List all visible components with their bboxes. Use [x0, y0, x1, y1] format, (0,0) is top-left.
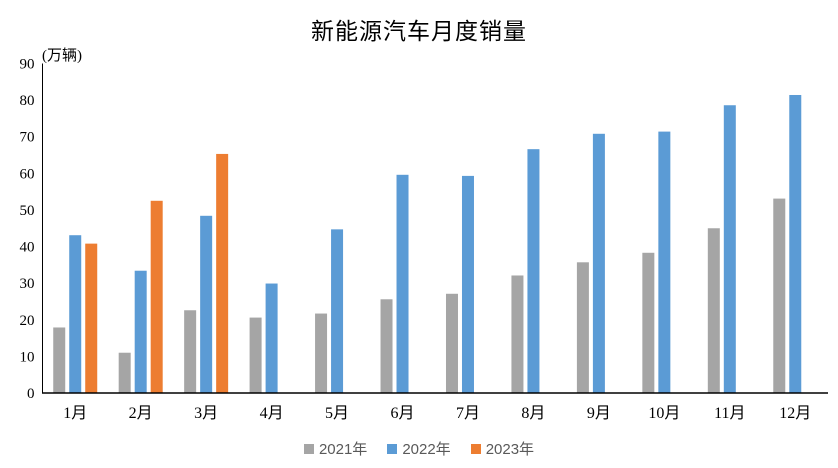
- x-axis-label-12月: 12月: [779, 405, 811, 422]
- bar-2023年-2月: [150, 200, 163, 393]
- bar-2021年-12月: [773, 198, 786, 393]
- y-axis-unit-label: (万辆): [42, 48, 82, 64]
- legend-item-2021: 2021年: [303, 438, 368, 459]
- x-axis-label-1月: 1月: [63, 405, 87, 422]
- legend-item-2022: 2022年: [387, 438, 451, 459]
- legend-swatch-2021-icon: [303, 443, 314, 454]
- x-axis-label-6月: 6月: [391, 405, 415, 422]
- bar-2021年-1月: [53, 327, 66, 393]
- y-tick-label-30: 30: [20, 276, 35, 292]
- bar-2023年-3月: [216, 153, 229, 393]
- y-tick-label-70: 70: [20, 130, 35, 146]
- legend-label-2023: 2023年: [485, 441, 535, 458]
- bar-2022年-9月: [592, 133, 605, 394]
- bar-2021年-9月: [576, 262, 589, 393]
- bar-2023年-1月: [85, 243, 98, 393]
- bar-2022年-10月: [658, 131, 671, 393]
- x-axis-label-11月: 11月: [714, 405, 745, 422]
- legend-label-2021: 2021年: [318, 441, 368, 458]
- bar-2021年-8月: [511, 275, 524, 393]
- bar-2021年-10月: [642, 252, 655, 393]
- x-axis-label-4月: 4月: [260, 405, 284, 422]
- bar-2022年-5月: [331, 229, 344, 393]
- y-tick-label-90: 90: [20, 57, 35, 73]
- y-tick-label-80: 80: [20, 93, 35, 109]
- bar-2021年-2月: [118, 352, 131, 393]
- legend-swatch-2023-icon: [470, 443, 481, 454]
- bar-2022年-1月: [69, 235, 82, 393]
- x-axis-label-2月: 2月: [129, 405, 153, 422]
- bar-2022年-8月: [527, 149, 540, 393]
- x-axis-label-3月: 3月: [194, 405, 218, 422]
- bar-2022年-3月: [200, 215, 213, 393]
- bar-2022年-7月: [461, 175, 474, 393]
- bar-2021年-11月: [707, 228, 720, 393]
- x-axis-label-5月: 5月: [325, 405, 349, 422]
- x-axis-label-10月: 10月: [648, 405, 680, 422]
- bar-2021年-6月: [380, 299, 393, 393]
- bar-2021年-4月: [249, 317, 262, 393]
- y-tick-label-0: 0: [27, 386, 35, 402]
- bar-2021年-7月: [445, 293, 458, 393]
- y-tick-label-10: 10: [20, 349, 35, 365]
- bar-2022年-12月: [789, 94, 802, 394]
- bar-2022年-4月: [265, 283, 278, 393]
- x-axis-label-9月: 9月: [587, 405, 611, 422]
- chart-legend: 2021年 2022年 2023年: [0, 438, 838, 459]
- legend-swatch-2022-icon: [387, 443, 398, 454]
- legend-item-2023: 2023年: [470, 438, 535, 459]
- chart-title: 新能源汽车月度销量: [311, 19, 527, 44]
- y-tick-label-50: 50: [20, 203, 35, 219]
- bar-2022年-11月: [723, 105, 736, 394]
- y-tick-label-60: 60: [20, 166, 35, 182]
- bar-2022年-2月: [134, 270, 147, 393]
- y-tick-label-40: 40: [20, 240, 35, 256]
- legend-label-2022: 2022年: [402, 441, 451, 458]
- y-tick-label-20: 20: [20, 313, 35, 329]
- bar-2021年-3月: [184, 310, 197, 393]
- x-axis-label-8月: 8月: [521, 405, 545, 422]
- bar-2022年-6月: [396, 174, 409, 393]
- bar-2021年-5月: [315, 313, 328, 393]
- x-axis-label-7月: 7月: [456, 405, 480, 422]
